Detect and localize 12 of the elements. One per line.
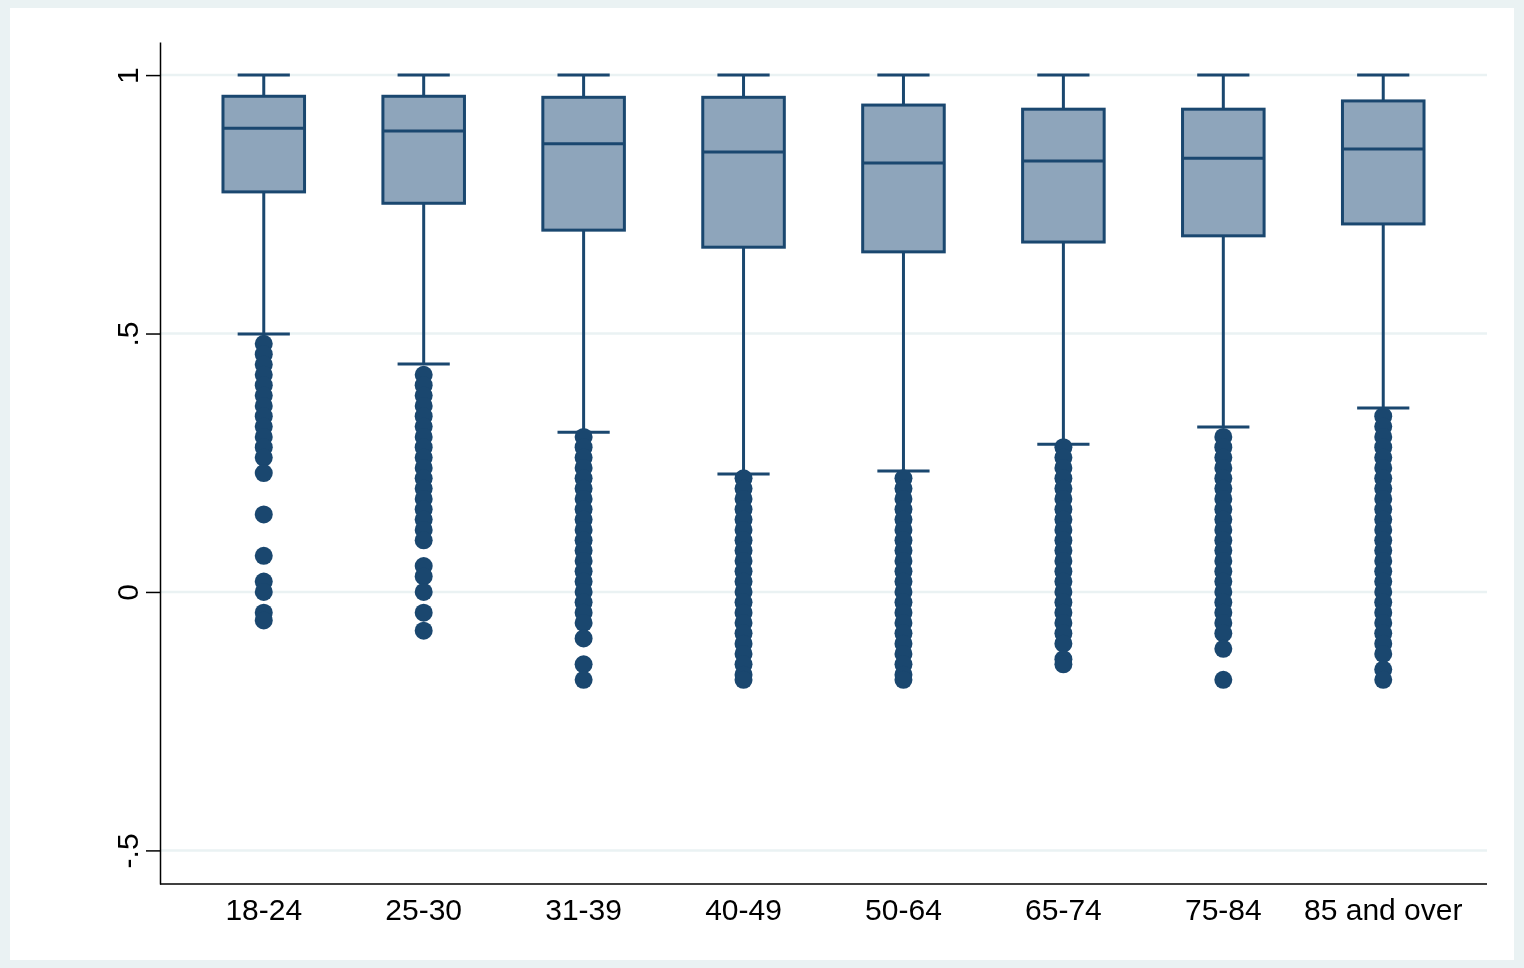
- x-tick-label: 85 and over: [1304, 893, 1463, 926]
- x-tick-label: 18-24: [225, 893, 303, 926]
- x-tick-label: 31-39: [545, 893, 622, 926]
- y-tick-label: -.5: [111, 833, 144, 869]
- y-tick-label: .5: [111, 321, 144, 347]
- x-tick-label: 50-64: [865, 893, 942, 926]
- x-tick-label: 25-30: [385, 893, 463, 926]
- x-tick-label: 75-84: [1184, 893, 1262, 926]
- x-tick-label: 40-49: [705, 893, 782, 926]
- x-tick-label: 65-74: [1025, 893, 1102, 926]
- y-tick-label: 1: [111, 67, 144, 84]
- y-tick-label: 0: [111, 584, 144, 601]
